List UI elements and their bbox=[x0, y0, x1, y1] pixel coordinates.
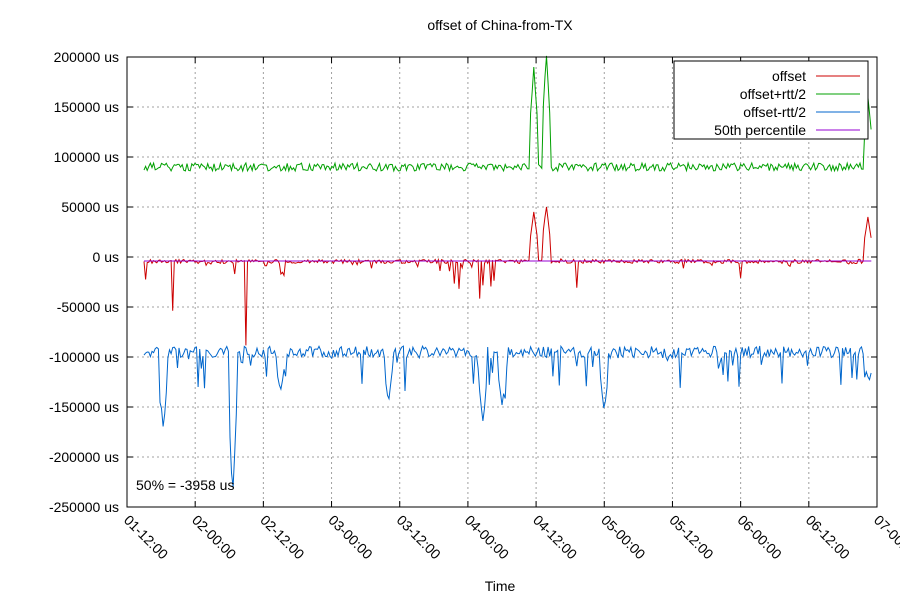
legend-label: offset bbox=[772, 68, 806, 84]
x-axis-label: Time bbox=[485, 578, 516, 594]
x-tick-label: 04-12:00 bbox=[530, 512, 581, 563]
x-tick-label: 04-00:00 bbox=[462, 512, 513, 563]
y-tick-label: 200000 us bbox=[54, 49, 119, 65]
x-tick-label: 03-00:00 bbox=[325, 512, 376, 563]
legend: offset offset+rtt/2 offset-rtt/2 50th perce… bbox=[673, 60, 869, 140]
x-tick-label: 03-12:00 bbox=[394, 512, 445, 563]
y-axis-ticks: 200000 us 150000 us 100000 us 50000 us 0 us -… bbox=[49, 49, 877, 515]
y-tick-label: 100000 us bbox=[54, 149, 119, 165]
y-tick-label: -250000 us bbox=[49, 499, 119, 515]
legend-box bbox=[673, 60, 869, 140]
legend-label: offset+rtt/2 bbox=[740, 86, 806, 102]
grid-lines bbox=[127, 56, 878, 508]
x-tick-label: 05-00:00 bbox=[598, 512, 649, 563]
legend-label: 50th percentile bbox=[714, 122, 806, 138]
x-tick-label: 02-12:00 bbox=[257, 512, 308, 563]
plot-frame bbox=[126, 56, 878, 508]
x-tick-label: 06-12:00 bbox=[803, 512, 854, 563]
x-tick-label: 05-12:00 bbox=[666, 512, 717, 563]
y-tick-label: 50000 us bbox=[61, 199, 119, 215]
median-annotation: 50% = -3958 us bbox=[136, 477, 234, 493]
series-line-offset-minus-rtt bbox=[143, 344, 872, 488]
x-tick-label: 06-00:00 bbox=[735, 512, 786, 563]
x-tick-label: 02-00:00 bbox=[189, 512, 240, 563]
y-tick-label: -200000 us bbox=[49, 449, 119, 465]
y-tick-label: 0 us bbox=[93, 249, 119, 265]
legend-label: offset-rtt/2 bbox=[743, 104, 806, 120]
y-tick-label: -100000 us bbox=[49, 349, 119, 365]
x-tick-label: 01-12:00 bbox=[121, 512, 172, 563]
x-tick-label: 07-00:00 bbox=[871, 512, 900, 563]
series-layer bbox=[143, 55, 872, 488]
series-line-offset-plus-rtt bbox=[143, 55, 872, 173]
series-line-offset bbox=[143, 206, 872, 346]
y-tick-label: 150000 us bbox=[54, 99, 119, 115]
y-tick-label: -150000 us bbox=[49, 399, 119, 415]
y-tick-label: -50000 us bbox=[57, 299, 119, 315]
chart-title: offset of China-from-TX bbox=[427, 17, 573, 33]
